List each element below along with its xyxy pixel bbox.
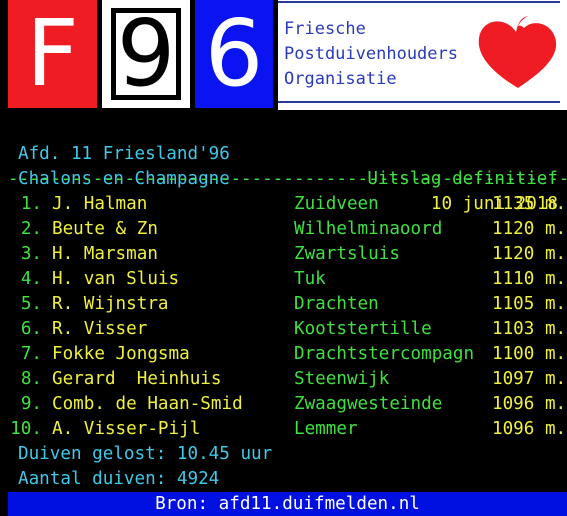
result-name: H. Marsman [52, 244, 158, 264]
result-distance: 1096 m. [492, 419, 567, 439]
pigeon-count: Aantal duiven: 4924 [18, 469, 220, 489]
result-row: 3. H. Marsman Zwartsluis 1120 m. [0, 242, 567, 267]
result-row: 10. A. Visser-Pijl Lemmer 1096 m. [0, 417, 567, 442]
logo-f-text: F [26, 0, 79, 107]
result-place: Zuidveen [294, 194, 379, 214]
org-line-1: Friesche [284, 19, 366, 39]
org-line-2: Postduivenhouders [284, 44, 458, 64]
result-rank: 9. [20, 394, 42, 414]
result-place: Kootstertille [294, 319, 432, 339]
result-distance: 1103 m. [492, 319, 567, 339]
result-rank: 2. [20, 219, 42, 239]
released-time: Duiven gelost: 10.45 uur [18, 444, 273, 464]
logo-6-text: 6 [204, 0, 264, 107]
info-row-1: Afd. 11 Friesland'96 Uitslag definitief [0, 117, 567, 189]
result-row: 2. Beute & Zn Wilhelminaoord 1120 m. [0, 217, 567, 242]
status-label: Uitslag definitief [367, 169, 558, 189]
header-banner: F 9 6 Friesche Postduivenhouders Organis… [0, 0, 567, 113]
result-name: R. Visser [52, 319, 148, 339]
result-place: Zwaagwesteinde [294, 394, 443, 414]
result-place: Drachtstercompagn [294, 344, 475, 364]
result-rank: 5. [20, 294, 42, 314]
source-link[interactable]: Bron: afd11.duifmelden.nl [155, 494, 420, 514]
result-row: 1. J. Halman Zuidveen 1135 m. [0, 192, 567, 217]
result-rank: 3. [20, 244, 42, 264]
result-distance: 1097 m. [492, 369, 567, 389]
divider-line: ----------------------------------------… [8, 169, 567, 189]
result-distance: 1120 m. [492, 244, 567, 264]
result-row: 4. H. van Sluis Tuk 1110 m. [0, 267, 567, 292]
source-bar: Bron: afd11.duifmelden.nl [8, 492, 567, 516]
org-rule-bottom [278, 101, 560, 103]
result-rank: 8. [20, 369, 42, 389]
result-row: 7. Fokke Jongsma Drachtstercompagn 1100 m. [0, 342, 567, 367]
logo-letter-9: 9 [102, 0, 190, 108]
result-name: Fokke Jongsma [52, 344, 190, 364]
result-name: Gerard Heinhuis [52, 369, 222, 389]
result-row: 8. Gerard Heinhuis Steenwijk 1097 m. [0, 367, 567, 392]
result-rank: 4. [20, 269, 42, 289]
result-name: R. Wijnstra [52, 294, 169, 314]
result-distance: 1105 m. [492, 294, 567, 314]
result-rank: 1. [20, 194, 42, 214]
result-place: Tuk [294, 269, 326, 289]
result-row: 9. Comb. de Haan-Smid Zwaagwesteinde 1096 m… [0, 392, 567, 417]
result-name: Comb. de Haan-Smid [52, 394, 243, 414]
result-row: 6. R. Visser Kootstertille 1103 m. [0, 317, 567, 342]
race-label: Chalons en Champagne [18, 169, 230, 189]
info-row-2: Chalons en Champagne 10 juni 2018 [0, 142, 567, 214]
result-place: Zwartsluis [294, 244, 400, 264]
heart-logo-icon [478, 16, 557, 88]
result-name: J. Halman [52, 194, 148, 214]
logo-9-text: 9 [116, 0, 176, 107]
result-name: A. Visser-Pijl [52, 419, 201, 439]
organisation-name: Friesche Postduivenhouders Organisatie [284, 17, 458, 92]
date-label: 10 juni 2018 [430, 194, 558, 214]
logo-letter-f: F [8, 0, 97, 108]
result-distance: 1135 m. [492, 194, 567, 214]
organisation-panel: Friesche Postduivenhouders Organisatie [278, 0, 567, 110]
result-place: Lemmer [294, 419, 358, 439]
division-label: Afd. 11 Friesland'96 [18, 144, 230, 164]
result-distance: 1120 m. [492, 219, 567, 239]
result-rank: 7. [20, 344, 42, 364]
logo-letter-6: 6 [195, 0, 273, 108]
result-place: Wilhelminaoord [294, 219, 443, 239]
org-rule-top [278, 1, 560, 3]
result-distance: 1100 m. [492, 344, 567, 364]
result-name: Beute & Zn [52, 219, 158, 239]
result-rank: 6. [20, 319, 42, 339]
org-line-3: Organisatie [284, 69, 397, 89]
result-distance: 1096 m. [492, 394, 567, 414]
result-distance: 1110 m. [492, 269, 567, 289]
result-row: 5. R. Wijnstra Drachten 1105 m. [0, 292, 567, 317]
result-name: H. van Sluis [52, 269, 180, 289]
result-place: Drachten [294, 294, 379, 314]
result-place: Steenwijk [294, 369, 390, 389]
result-rank: 10. [10, 419, 42, 439]
